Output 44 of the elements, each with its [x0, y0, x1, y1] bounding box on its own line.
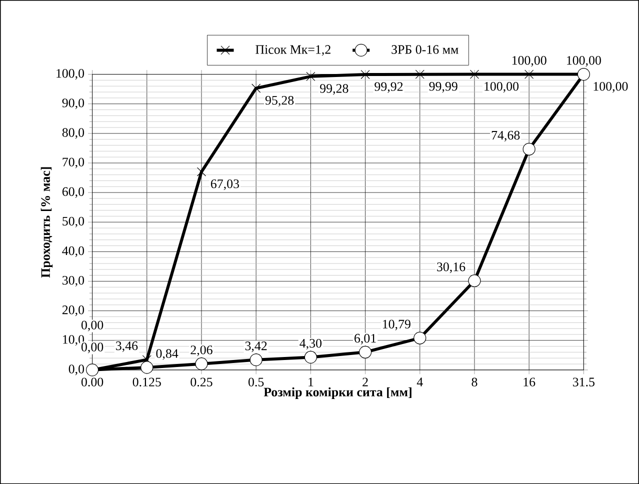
x-axis-title: Розмір комірки сита [мм] — [264, 387, 412, 399]
legend-label: ЗРБ 0-16 мм — [392, 45, 458, 54]
data-label: 67,03 — [210, 179, 239, 190]
data-label: 99,92 — [374, 82, 403, 93]
y-tick-label: 90,0 — [62, 98, 84, 110]
legend-label: Пісок Мк=1,2 — [256, 45, 330, 56]
x-tick-label: 0.00 — [81, 378, 104, 386]
data-label: 100,00 — [512, 56, 546, 67]
x-tick-label: 0.5 — [248, 378, 264, 386]
data-label: 30,16 — [437, 262, 466, 273]
data-label: 3,42 — [245, 341, 267, 352]
x-tick-label: 0.125 — [132, 378, 161, 386]
data-label: 3,46 — [116, 341, 138, 352]
data-label: 100,00 — [567, 56, 601, 67]
data-label: 6,01 — [354, 334, 376, 344]
data-label: 100,00 — [484, 82, 519, 92]
data-label: 0,00 — [81, 342, 104, 354]
data-label: 10,79 — [382, 320, 410, 330]
y-tick-label: 20,0 — [62, 305, 84, 316]
data-label: 0,00 — [81, 320, 104, 332]
y-tick-label: 80,0 — [62, 128, 84, 139]
x-tick-label: 8 — [472, 378, 478, 386]
data-label: 0,84 — [156, 349, 178, 360]
y-tick-label: 70,0 — [62, 158, 84, 168]
x-tick-label: 0.25 — [190, 378, 212, 386]
x-tick-label: 16 — [524, 378, 536, 386]
x-tick-label: 31.5 — [572, 378, 594, 386]
data-label: 99,99 — [429, 82, 458, 92]
data-label: 99,28 — [320, 84, 348, 95]
y-tick-label: 40,0 — [62, 246, 84, 257]
y-tick-label: 50,0 — [62, 216, 84, 228]
y-tick-label: 0,0 — [68, 364, 84, 376]
data-label: 95,28 — [265, 96, 294, 106]
y-axis-title: Проходить [% мас] — [40, 167, 53, 278]
y-tick-label: 100,0 — [56, 68, 84, 80]
y-tick-label: 60,0 — [62, 187, 84, 198]
data-label: 4,30 — [300, 338, 322, 350]
data-label: 100,00 — [594, 82, 628, 92]
y-tick-label: 30,0 — [62, 276, 84, 286]
x-tick-label: 1 — [308, 378, 314, 386]
data-label: 2,06 — [190, 345, 212, 356]
x-tick-label: 4 — [416, 378, 423, 386]
x-tick-label: 2 — [362, 378, 368, 386]
data-label: 74,68 — [492, 130, 520, 142]
